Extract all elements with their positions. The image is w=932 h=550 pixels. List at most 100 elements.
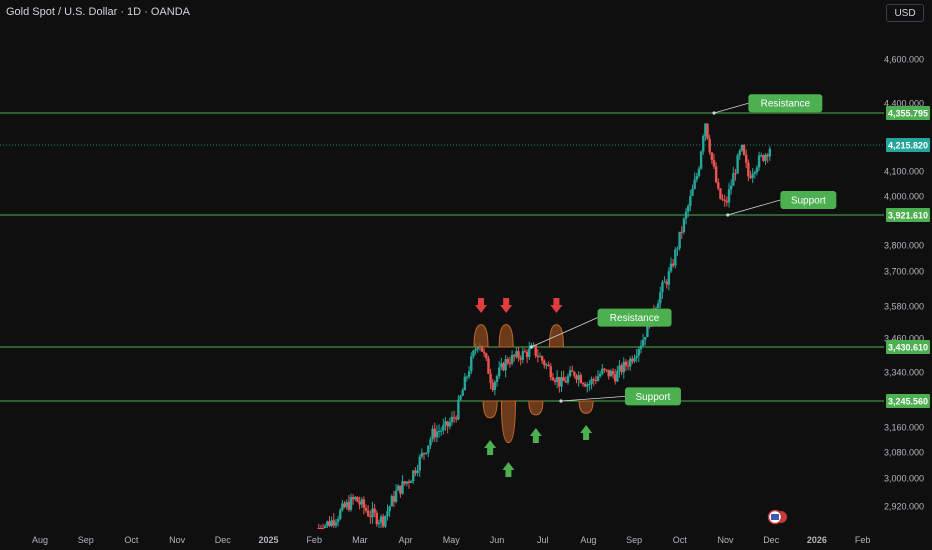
time-tick-label[interactable]: Nov [169,535,186,545]
time-tick-label[interactable]: Jul [537,535,549,545]
time-tick-label[interactable]: Aug [580,535,596,545]
time-tick-label[interactable]: Aug [32,535,48,545]
candle-body [590,379,593,384]
candle-body [624,361,628,366]
price-tick-label[interactable]: 3,340.000 [884,368,924,378]
price-tick-label[interactable]: 3,160.000 [884,423,924,433]
candle-body [459,395,462,400]
currency-button[interactable]: USD [886,4,924,22]
candle-body [418,456,421,471]
candle-body [431,428,434,440]
price-tick-label[interactable]: 3,580.000 [884,302,924,312]
candle-body [373,508,376,513]
time-tick-label[interactable]: May [443,535,461,545]
candle-body [474,349,477,351]
candle-body [519,358,522,360]
candle-body [321,528,325,529]
time-tick-label[interactable]: 2025 [258,535,278,545]
level-price-label[interactable]: 3,921.610 [888,211,928,221]
candle-body [545,364,548,366]
price-tick-label[interactable]: 3,800.000 [884,241,924,251]
candle-body [407,481,411,483]
candle-body [749,176,752,178]
candle-body [513,354,516,357]
candle-body [384,515,387,527]
candle-body [317,528,320,529]
time-tick-label[interactable]: Sep [626,535,642,545]
candle-body [706,123,709,139]
callout-dot [712,111,716,115]
time-tick-label[interactable]: Nov [717,535,734,545]
candle-body [745,154,748,163]
candle-body [558,376,561,387]
candle-body [762,155,765,161]
price-tick-label[interactable]: 3,700.000 [884,267,924,277]
price-tick-label[interactable]: 3,460.000 [884,334,924,344]
candle-body [480,345,484,352]
candle-body [693,179,696,189]
candle-body [738,150,741,156]
candle-body [566,376,570,383]
level-price-label[interactable]: 3,245.560 [888,397,928,407]
time-tick-label[interactable]: Mar [352,535,368,545]
candle-body [682,218,686,233]
current-price-tag[interactable] [886,138,930,152]
swing-low-marker [578,400,594,414]
candle-body [489,373,492,383]
candle-body [508,363,512,365]
price-axis[interactable]: 4,600.000 4,400.000 4,100.000 4,000.000 3,80… [884,55,930,512]
candle-body [669,263,673,272]
price-tick-label[interactable]: 4,600.000 [884,55,924,65]
up-arrow-icon [529,428,542,443]
time-tick-label[interactable]: Oct [673,535,688,545]
candle-body [427,445,430,453]
level-price-label[interactable]: 3,430.610 [888,343,928,353]
level-price-tag[interactable] [886,340,930,354]
candle-body [553,380,557,382]
level-price-tag[interactable] [886,394,930,408]
candle-body [601,368,604,374]
candle-body [422,452,426,454]
time-tick-label[interactable]: 2026 [807,535,827,545]
candle-body [665,281,668,285]
candle-body [704,123,707,137]
current-price-label[interactable]: 4,215.820 [888,141,928,151]
down-arrow-icon [500,298,513,313]
candle-body [420,452,424,457]
callout-label: Resistance [761,99,811,110]
candle-body [470,356,473,372]
candle-body [523,351,527,353]
price-tick-label[interactable]: 3,000.000 [884,474,924,484]
time-tick-label[interactable]: Jun [490,535,505,545]
price-tick-label[interactable]: 4,400.000 [884,99,924,109]
candle-body [714,166,718,183]
callout-label: Support [635,392,670,403]
candle-body [684,211,688,219]
time-tick-label[interactable]: Sep [78,535,94,545]
price-tick-label[interactable]: 3,080.000 [884,448,924,458]
time-tick-label[interactable]: Apr [399,535,413,545]
candle-body [388,506,391,512]
callout-box [624,387,681,406]
price-tick-label[interactable]: 4,000.000 [884,192,924,202]
candle-body [401,481,404,494]
candle-body [517,351,520,359]
swing-low-marker [500,400,516,444]
candle-body [629,358,632,367]
level-price-tag[interactable] [886,106,930,120]
candle-body [742,144,746,155]
time-tick-label[interactable]: Dec [763,535,780,545]
up-arrow-icon [502,462,515,477]
time-tick-label[interactable]: Feb [306,535,322,545]
level-price-tag[interactable] [886,208,930,222]
time-tick-label[interactable]: Feb [855,535,871,545]
time-axis[interactable]: Aug Sep Oct Nov Dec 2025 Feb Mar Apr May Jun Jul Aug… [32,535,870,545]
time-tick-label[interactable]: Oct [124,535,139,545]
time-tick-label[interactable]: Dec [215,535,232,545]
price-tick-label[interactable]: 2,920.000 [884,502,924,512]
candle-body [399,485,402,494]
level-price-label[interactable]: 4,355.795 [888,109,928,119]
candle-body [680,231,683,233]
price-tick-label[interactable]: 4,100.000 [884,167,924,177]
